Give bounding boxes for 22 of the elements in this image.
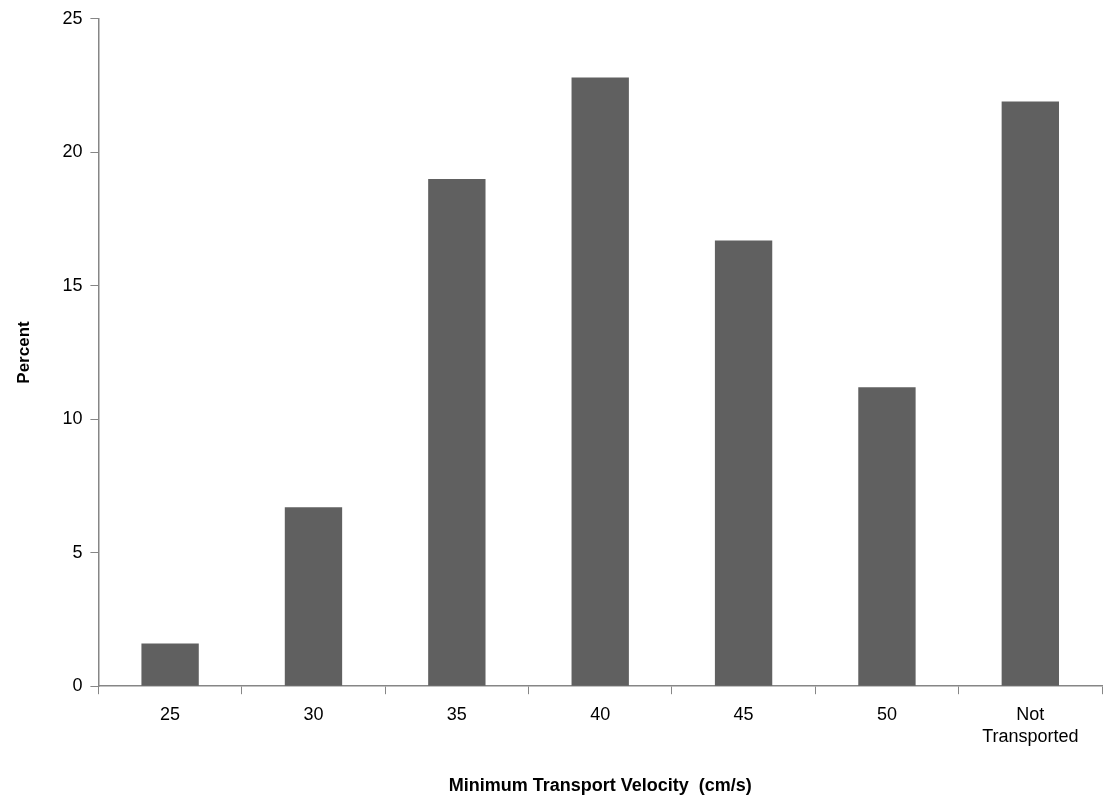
bar [428, 178, 486, 686]
x-tick-label: 45 [733, 703, 754, 724]
bar [284, 507, 343, 686]
x-tick-label: 30 [303, 703, 324, 724]
y-tick-label: 10 [62, 408, 83, 429]
x-tick-label: Not Transported [982, 703, 1079, 746]
bar [858, 387, 916, 686]
bar [141, 643, 199, 686]
bar [1001, 101, 1059, 686]
x-tick-label: 50 [876, 703, 897, 724]
y-tick-label: 15 [62, 274, 83, 295]
bar [714, 240, 773, 686]
x-tick-label: 35 [446, 703, 467, 724]
y-tick-label: 25 [62, 7, 83, 28]
y-tick-label: 20 [62, 141, 83, 162]
x-axis-title: Minimum Transport Velocity (cm/s) [448, 775, 752, 796]
y-tick-label: 5 [72, 541, 83, 562]
x-tick-label: 40 [590, 703, 611, 724]
y-axis-title: Percent [13, 320, 33, 384]
bar [571, 77, 629, 686]
y-tick-label: 0 [72, 675, 83, 696]
x-tick-label: 25 [160, 703, 181, 724]
